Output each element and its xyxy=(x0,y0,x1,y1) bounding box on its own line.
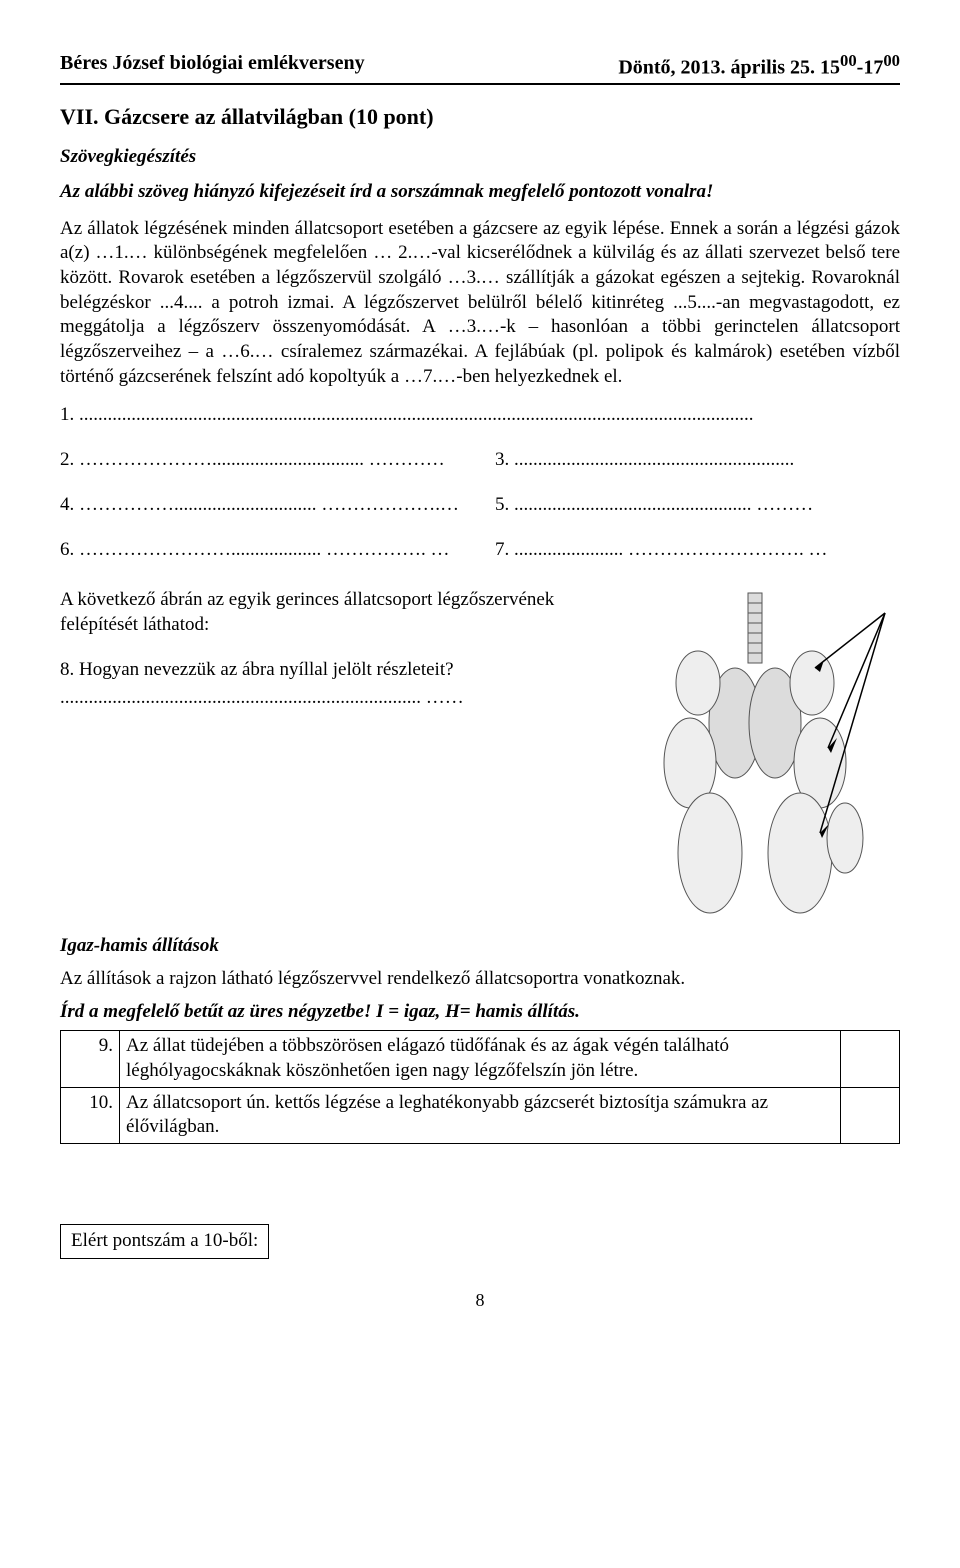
section-subtitle: Szövegkiegészítés xyxy=(60,145,900,170)
truefalse-intro: Az állítások a rajzon látható légzőszerv… xyxy=(60,967,900,992)
paragraph-text: Az állatok légzésének minden állatcsopor… xyxy=(60,217,900,390)
page-header: Béres József biológiai emlékverseny Dönt… xyxy=(60,50,900,85)
section-title: VII. Gázcsere az állatvilágban (10 pont) xyxy=(60,103,900,132)
tf-text: Az állatcsoport ún. kettős légzése a leg… xyxy=(120,1087,841,1143)
answer-7[interactable]: 7. ....................... ………………………. … xyxy=(495,538,900,563)
truefalse-table: 9. Az állat tüdejében a többszörösen elá… xyxy=(60,1030,900,1144)
answer-6[interactable]: 6. ……………………................... ……………. … xyxy=(60,538,465,563)
table-row: 9. Az állat tüdejében a többszörösen elá… xyxy=(61,1031,900,1087)
answer-5[interactable]: 5. .....................................… xyxy=(495,493,900,518)
answer-3[interactable]: 3. .....................................… xyxy=(495,448,900,473)
section-instruction: Az alábbi szöveg hiányzó kifejezéseit ír… xyxy=(60,180,900,205)
page-number: 8 xyxy=(60,1289,900,1312)
tf-num: 10. xyxy=(61,1087,120,1143)
header-right: Döntő, 2013. április 25. 1500-1700 xyxy=(618,50,900,81)
header-left: Béres József biológiai emlékverseny xyxy=(60,50,365,81)
anatomy-figure xyxy=(610,588,900,928)
truefalse-instruction: Írd a megfelelő betűt az üres négyzetbe!… xyxy=(60,1000,900,1025)
tf-text: Az állat tüdejében a többszörösen elágaz… xyxy=(120,1031,841,1087)
answer-1[interactable]: 1. .....................................… xyxy=(60,403,900,428)
answer-2[interactable]: 2. …………………..............................… xyxy=(60,448,465,473)
question-8: 8. Hogyan nevezzük az ábra nyíllal jelöl… xyxy=(60,658,600,683)
tf-num: 9. xyxy=(61,1031,120,1087)
answer-lines: 1. .....................................… xyxy=(60,403,900,562)
table-row: 10. Az állatcsoport ún. kettős légzése a… xyxy=(61,1087,900,1143)
truefalse-heading: Igaz-hamis állítások xyxy=(60,934,900,959)
bird-respiratory-icon xyxy=(610,588,900,928)
figure-block: A következő ábrán az egyik gerinces álla… xyxy=(60,588,900,928)
tf-answer-box[interactable] xyxy=(841,1087,900,1143)
score-box[interactable]: Elért pontszám a 10-ből: xyxy=(60,1224,269,1259)
answer-4[interactable]: 4. …………….............................. …… xyxy=(60,493,465,518)
question-8-blank[interactable]: ........................................… xyxy=(60,686,600,711)
figure-caption: A következő ábrán az egyik gerinces álla… xyxy=(60,588,600,637)
tf-answer-box[interactable] xyxy=(841,1031,900,1087)
